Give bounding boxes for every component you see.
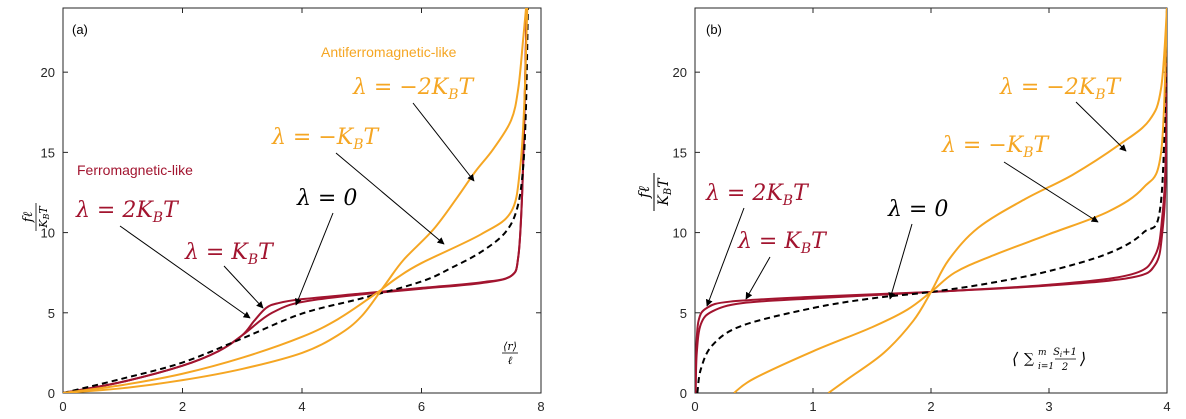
series-line-b-1 — [695, 8, 1167, 393]
antiferro-title-a: Antiferromagnetic-like — [321, 44, 457, 60]
series-line-a-1 — [63, 8, 528, 393]
svg-text:⟩: ⟩ — [1079, 349, 1086, 368]
ticks-a: 0 2 4 6 8 0 5 10 15 20 — [41, 8, 545, 414]
y-tick-label-b: 20 — [673, 65, 687, 80]
series-line-a-3 — [63, 8, 529, 393]
label-lambda-minus-kbt-a: λ = −KBT — [271, 125, 381, 153]
x-tick-label-b: 3 — [1045, 399, 1052, 414]
label-lambda-0-b: λ = 0 — [887, 197, 948, 222]
y-axis-label-b: fℓ KBT — [635, 173, 674, 211]
y-tick-label-b: 5 — [680, 306, 687, 321]
arrow-minus-2kbt-a — [412, 102, 475, 182]
svg-text:⟨r⟩: ⟨r⟩ — [503, 340, 517, 353]
label-lambda-2kbt-a: λ = 2KBT — [75, 198, 180, 226]
label-lambda-minus-kbt-b: λ = −KBT — [941, 133, 1051, 161]
svg-text:Si+1: Si+1 — [1053, 347, 1077, 359]
svg-text:KBT: KBT — [37, 205, 51, 229]
series-line-b-2 — [696, 8, 1167, 393]
arrow-minus-2kbt-b — [1075, 101, 1127, 152]
y-axis-label-a: fℓ KBT — [21, 203, 51, 231]
chart-panel-b: 0 1 2 3 4 0 5 10 15 20 (b) fℓ KBT ⟨ ∑ m i=1 Si+1 … — [635, 7, 1171, 414]
label-lambda-2kbt-b: λ = 2KBT — [705, 181, 810, 209]
label-lambda-kbt-b: λ = KBT — [737, 229, 828, 257]
x-tick-label-b: 1 — [809, 399, 816, 414]
x-tick-label-b: 2 — [927, 399, 934, 414]
x-axis-label-b: ⟨ ∑ m i=1 Si+1 2 ⟩ — [1012, 347, 1086, 373]
lines-b — [695, 8, 1167, 393]
plot-area-b — [694, 7, 1168, 394]
svg-text:m: m — [1038, 348, 1047, 358]
arrow-kbt-a — [223, 265, 264, 309]
x-tick-label-b: 0 — [691, 399, 698, 414]
ferro-title-a: Ferromagnetic-like — [77, 162, 193, 178]
x-tick-label-a: 8 — [537, 399, 544, 414]
arrow-0-b — [888, 223, 913, 300]
x-tick-label-a: 2 — [179, 399, 186, 414]
svg-text:fℓ: fℓ — [635, 186, 653, 199]
ticks-b: 0 1 2 3 4 0 5 10 15 20 — [673, 8, 1171, 414]
panel-label-b: (b) — [706, 22, 722, 37]
arrow-0-a — [295, 212, 334, 306]
y-tick-label-b: 10 — [673, 226, 687, 241]
arrow-kbt-b — [745, 256, 771, 300]
y-tick-label-a: 5 — [48, 306, 55, 321]
lines-a — [63, 8, 529, 393]
svg-text:∑: ∑ — [1024, 351, 1034, 367]
y-tick-label-a: 20 — [41, 65, 55, 80]
y-tick-label-b: 0 — [680, 386, 687, 401]
series-line-b-3 — [733, 8, 1167, 393]
x-axis-label-a: ⟨r⟩ ℓ — [502, 340, 518, 367]
x-tick-label-b: 4 — [1163, 399, 1170, 414]
chart-panel-a: 0 2 4 6 8 0 5 10 15 20 (a) fℓ KBT ⟨r⟩ ℓ Ferromagn… — [21, 7, 545, 414]
y-tick-label-a: 15 — [41, 145, 55, 160]
series-line-a-2 — [63, 8, 529, 393]
x-tick-label-a: 4 — [298, 399, 305, 414]
series-line-b-4 — [827, 8, 1167, 393]
x-tick-label-a: 0 — [59, 399, 66, 414]
arrow-2kbt-b — [705, 207, 745, 307]
label-lambda-minus-2kbt-a: λ = −2KBT — [352, 75, 476, 103]
y-tick-label-b: 15 — [673, 145, 687, 160]
svg-text:fℓ: fℓ — [21, 211, 36, 223]
panel-label-a: (a) — [72, 22, 88, 37]
svg-text:ℓ: ℓ — [508, 354, 513, 367]
arrow-minus-kbt-b — [1003, 161, 1099, 223]
svg-text:2: 2 — [1061, 362, 1068, 373]
x-tick-label-a: 6 — [418, 399, 425, 414]
arrow-2kbt-a — [119, 225, 251, 319]
y-tick-label-a: 10 — [41, 226, 55, 241]
svg-text:i=1: i=1 — [1038, 362, 1054, 372]
series-line-a-4 — [63, 8, 528, 393]
label-lambda-kbt-a: λ = KBT — [184, 240, 275, 268]
y-tick-label-a: 0 — [48, 386, 55, 401]
plot-area-a — [62, 7, 542, 394]
label-lambda-0-a: λ = 0 — [296, 186, 357, 211]
svg-text:KBT: KBT — [656, 177, 674, 207]
arrow-minus-kbt-a — [335, 152, 445, 245]
svg-text:⟨: ⟨ — [1012, 349, 1019, 368]
label-lambda-minus-2kbt-b: λ = −2KBT — [999, 75, 1123, 103]
